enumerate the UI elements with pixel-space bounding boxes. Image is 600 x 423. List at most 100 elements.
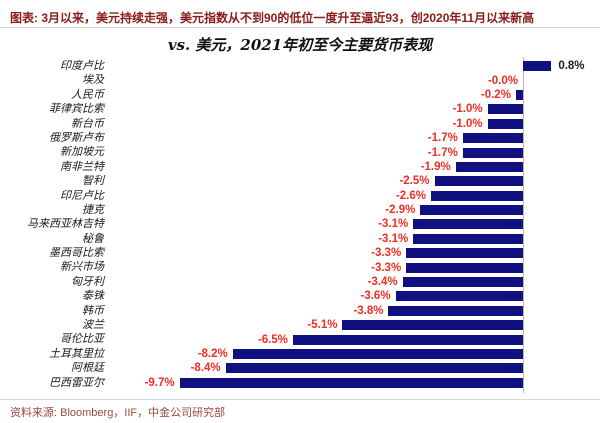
category-label: 新兴市场 — [60, 260, 104, 274]
value-label: -3.6% — [360, 290, 391, 303]
chart-row: 马来西亚林吉特 -3.1% — [0, 217, 600, 231]
figure-caption: 图表: 3月以来，美元持续走强，美元指数从不到90的低位一度升至逼近93，创20… — [10, 11, 535, 25]
category-label: 匈牙利 — [71, 274, 104, 288]
bar — [406, 248, 523, 259]
plot-area: -1.7% — [104, 131, 600, 145]
plot-area: -6.5% — [104, 332, 600, 346]
value-label: -5.1% — [307, 319, 338, 332]
value-label: -3.1% — [378, 218, 409, 231]
chart-row: 智利 -2.5% — [0, 174, 600, 188]
plot-area: -8.4% — [104, 361, 600, 375]
value-label: 0.8% — [558, 60, 585, 73]
plot-area: -3.1% — [104, 217, 600, 231]
bar — [179, 377, 523, 388]
value-label: -1.7% — [427, 132, 458, 145]
plot-area: -0.2% — [104, 88, 600, 102]
value-label: -2.9% — [385, 204, 416, 217]
bar — [434, 176, 523, 187]
value-label: -2.6% — [395, 189, 426, 202]
caption-divider — [0, 27, 600, 28]
bar — [413, 233, 523, 244]
plot-area: -3.1% — [104, 232, 600, 246]
bar — [462, 147, 523, 158]
category-label: 埃及 — [82, 73, 104, 87]
category-label: 巴西雷亚尔 — [49, 375, 104, 389]
chart-row: 匈牙利 -3.4% — [0, 275, 600, 289]
bar — [292, 334, 523, 345]
bar — [342, 320, 523, 331]
value-label: -8.4% — [190, 362, 221, 375]
chart-row: 人民币 -0.2% — [0, 88, 600, 102]
plot-area: -2.5% — [104, 174, 600, 188]
chart-row: 菲律宾比索 -1.0% — [0, 102, 600, 116]
bar — [395, 291, 523, 302]
chart-row: 哥伦比亚 -6.5% — [0, 332, 600, 346]
bar — [487, 104, 523, 115]
chart-row: 土耳其里拉 -8.2% — [0, 347, 600, 361]
value-label: -3.3% — [371, 261, 402, 274]
value-label: -1.0% — [452, 103, 483, 116]
value-label: -1.9% — [420, 160, 451, 173]
plot-area: -3.8% — [104, 304, 600, 318]
category-label: 人民币 — [71, 87, 104, 101]
chart-row: 阿根廷 -8.4% — [0, 361, 600, 375]
category-label: 印度卢比 — [60, 59, 104, 72]
category-label: 捷克 — [82, 202, 104, 216]
plot-area: -2.6% — [104, 189, 600, 203]
chart-row: 泰铢 -3.6% — [0, 289, 600, 303]
chart-title: vs. 美元，2021年初至今主要货币表现 — [167, 36, 433, 54]
chart-row: 俄罗斯卢布 -1.7% — [0, 131, 600, 145]
plot-area: -1.0% — [104, 102, 600, 116]
category-label: 韩币 — [82, 303, 104, 317]
value-label: -9.7% — [144, 376, 175, 389]
plot-area: -1.7% — [104, 145, 600, 159]
plot-area: -1.9% — [104, 160, 600, 174]
chart-row: 波兰 -5.1% — [0, 318, 600, 332]
plot-area: -5.1% — [104, 318, 600, 332]
chart-row: 秘鲁 -3.1% — [0, 232, 600, 246]
category-label: 南非兰特 — [60, 159, 104, 173]
bar — [406, 262, 523, 273]
chart-row: 新加坡元 -1.7% — [0, 145, 600, 159]
category-label: 马来西亚林吉特 — [27, 217, 104, 231]
chart-row: 墨西哥比索 -3.3% — [0, 246, 600, 260]
value-label: -3.3% — [371, 247, 402, 260]
category-label: 阿根廷 — [71, 361, 104, 375]
plot-area: -3.3% — [104, 246, 600, 260]
chart-row: 印度卢比 0.8% — [0, 59, 600, 73]
bar — [420, 205, 523, 216]
chart-row: 埃及 -0.0% — [0, 73, 600, 87]
value-label: -8.2% — [197, 348, 228, 360]
chart-row: 捷克 -2.9% — [0, 203, 600, 217]
plot-area: -3.3% — [104, 260, 600, 274]
bar — [462, 133, 523, 144]
chart-row: 巴西雷亚尔 -9.7% — [0, 376, 600, 390]
value-label: -1.0% — [452, 117, 483, 130]
category-label: 土耳其里拉 — [49, 346, 104, 360]
category-label: 波兰 — [82, 318, 104, 332]
bar — [487, 118, 523, 129]
zero-axis-line — [523, 57, 524, 393]
chart-row: 韩币 -3.8% — [0, 304, 600, 318]
category-label: 新加坡元 — [60, 145, 104, 159]
bar — [523, 61, 552, 72]
value-label: -2.5% — [399, 175, 430, 188]
chart-row: 新台币 -1.0% — [0, 117, 600, 131]
category-label: 智利 — [82, 174, 104, 188]
bar — [225, 363, 523, 374]
bar — [413, 219, 523, 230]
bar — [430, 190, 523, 201]
plot-area: 0.8% — [104, 59, 600, 73]
category-label: 墨西哥比索 — [49, 246, 104, 260]
chart-row: 南非兰特 -1.9% — [0, 160, 600, 174]
plot-area: -1.0% — [104, 117, 600, 131]
category-label: 俄罗斯卢布 — [49, 130, 104, 144]
currency-bar-chart: 印度卢比 0.8% 埃及 -0.0% 人民币 -0.2% 菲律宾比索 -1.0% 新台币 -1.0… — [0, 57, 600, 393]
value-label: -3.1% — [378, 232, 409, 245]
footer-divider — [0, 399, 600, 400]
bar — [515, 89, 523, 100]
category-label: 新台币 — [71, 116, 104, 130]
value-label: -0.0% — [487, 74, 518, 87]
chart-row: 新兴市场 -3.3% — [0, 260, 600, 274]
